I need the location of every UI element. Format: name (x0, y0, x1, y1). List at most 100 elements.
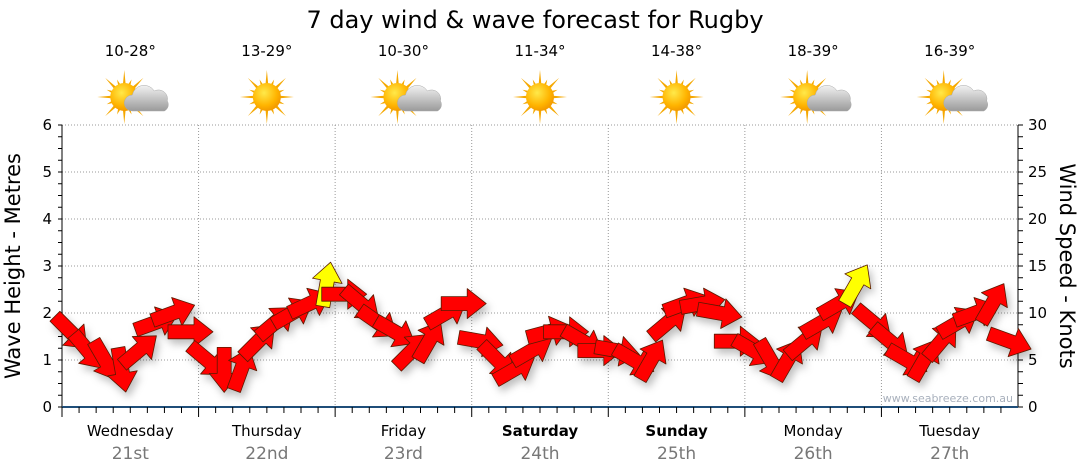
wind-arrow (974, 283, 1008, 327)
day-temp: 11-34° (514, 42, 565, 60)
sun-icon (239, 70, 294, 124)
sun-ray (520, 104, 533, 117)
sun-ray (805, 70, 809, 86)
sun-ray (265, 108, 269, 124)
y-tick-right: 0 (1028, 398, 1038, 416)
sun-ray (657, 77, 670, 90)
y-tick-left: 0 (42, 398, 52, 416)
sun-ray (547, 104, 560, 117)
sun-ray (649, 95, 665, 99)
sun-ray (274, 77, 286, 90)
sun-ray (675, 108, 679, 124)
day-name: Saturday (502, 422, 579, 440)
sun-ray (788, 77, 800, 90)
day-temp: 10-30° (378, 42, 429, 60)
day-name: Monday (784, 422, 843, 440)
y-tick-left: 6 (42, 116, 52, 134)
wind-arrow (167, 316, 214, 348)
sun-ray (942, 70, 946, 86)
wind-arrow (117, 335, 157, 371)
sun-ray (814, 77, 827, 90)
day-date: 23rd (384, 444, 423, 464)
wind-arrow (838, 264, 872, 308)
sun-cloud-icon (370, 70, 442, 124)
day-temp: 14-38° (651, 42, 702, 60)
sun-ray (278, 95, 294, 99)
sun-ray (122, 70, 126, 86)
sun-ray (924, 104, 937, 117)
sun-cloud-icon (916, 70, 988, 124)
wind-arrow (411, 320, 445, 365)
sun-cloud-icon (780, 70, 852, 124)
sun-ray (683, 104, 696, 117)
wind-arrow (440, 288, 487, 320)
sun-ray (805, 108, 809, 124)
y-tick-left: 3 (42, 257, 52, 275)
sun-ray (547, 77, 560, 90)
sun-disc (526, 83, 554, 111)
sun-ray (395, 108, 399, 124)
sun-ray (247, 104, 260, 117)
day-date: 27th (930, 444, 969, 464)
sun-ray (265, 70, 269, 86)
sun-ray (951, 77, 963, 90)
sun-ray (404, 77, 417, 90)
day-date: 24th (520, 444, 559, 464)
day-name: Thursday (231, 422, 302, 440)
y-axis-right-label: Wind Speed - Knots (1055, 163, 1079, 368)
sun-ray (378, 77, 391, 90)
sun-ray (247, 77, 260, 90)
day-name: Tuesday (918, 422, 980, 440)
sun-ray (788, 104, 800, 117)
sun-icon (513, 70, 567, 124)
wind-arrow (986, 326, 1032, 358)
cloud-shape (124, 85, 169, 112)
sun-ray (239, 95, 255, 99)
y-tick-left: 1 (42, 351, 52, 369)
day-date: 22nd (245, 444, 288, 464)
sun-ray (122, 108, 126, 124)
sun-disc (662, 83, 691, 111)
sun-ray (513, 95, 529, 99)
cloud-shape (397, 85, 442, 112)
y-tick-right: 30 (1028, 116, 1047, 134)
y-tick-right: 10 (1028, 304, 1047, 322)
y-tick-right: 25 (1028, 163, 1047, 181)
sun-ray (538, 108, 542, 124)
sun-disc (252, 83, 281, 111)
y-tick-right: 15 (1028, 257, 1047, 275)
y-tick-left: 4 (42, 210, 52, 228)
y-axis-left-label: Wave Height - Metres (1, 153, 25, 379)
sun-ray (675, 70, 679, 86)
wind-arrow (371, 314, 416, 348)
sun-ray (551, 95, 567, 99)
day-date: 21st (112, 444, 149, 464)
wind-arrow (633, 339, 667, 383)
sun-ray (683, 77, 696, 90)
sun-ray (274, 104, 286, 117)
sun-ray (131, 77, 144, 90)
sun-ray (105, 77, 117, 90)
sun-ray (924, 77, 937, 90)
cloud-shape (806, 85, 852, 112)
y-tick-right: 20 (1028, 210, 1047, 228)
day-temp: 10-28° (105, 42, 156, 60)
sun-ray (105, 104, 117, 117)
y-tick-right: 5 (1028, 351, 1038, 369)
sun-ray (688, 95, 704, 99)
day-date: 26th (794, 444, 833, 464)
day-name: Friday (381, 422, 427, 440)
sun-ray (780, 95, 796, 99)
axes: 0 1 2 3 4 5 6 0 5 10 15 20 25 30 (42, 116, 1047, 417)
wind-arrows (49, 261, 1032, 393)
sun-ray (657, 104, 670, 117)
sun-ray (395, 70, 399, 86)
sun-ray (916, 95, 932, 99)
wind-arrow (696, 298, 743, 329)
day-headers: Wednesday 21st 10-28° Thursday 22nd 13-29° Fri… (87, 42, 988, 464)
day-temp: 18-39° (788, 42, 839, 60)
y-tick-left: 5 (42, 163, 52, 181)
chart-title: 7 day wind & wave forecast for Rugby (306, 6, 763, 34)
